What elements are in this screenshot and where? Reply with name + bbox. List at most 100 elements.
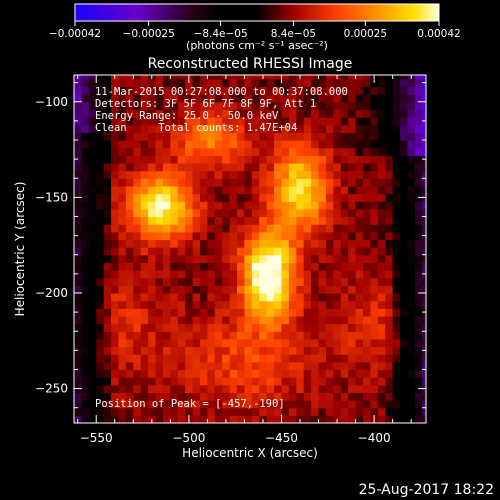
heatmap-cell [303, 239, 312, 248]
heatmap-cell [229, 384, 238, 394]
heatmap-cell [207, 231, 216, 241]
heatmap-cell [192, 101, 201, 111]
heatmap-cell [237, 315, 246, 325]
heatmap-cell [222, 231, 231, 241]
heatmap-cell [274, 170, 283, 179]
heatmap-cell [185, 216, 194, 225]
heatmap-cell [237, 239, 246, 248]
heatmap-cell [266, 101, 275, 111]
heatmap-cell [377, 400, 386, 409]
heatmap-cell [96, 208, 105, 218]
heatmap-cell [118, 369, 127, 378]
heatmap-cell [88, 101, 97, 111]
heatmap-cell [355, 270, 364, 279]
heatmap-cell [259, 270, 268, 279]
heatmap-cell [237, 86, 246, 95]
heatmap-cell [222, 361, 231, 371]
heatmap-cell [237, 285, 246, 294]
heatmap-cell [407, 361, 416, 371]
heatmap-cell [385, 178, 394, 187]
heatmap-cell [392, 101, 401, 111]
heatmap-cell [199, 178, 208, 187]
heatmap-cell [125, 331, 134, 340]
heatmap-cell [400, 224, 409, 233]
heatmap-cell [400, 124, 409, 133]
heatmap-cell [74, 162, 83, 172]
heatmap-cell [170, 170, 179, 179]
heatmap-cell [392, 308, 401, 317]
heatmap-cell [407, 231, 416, 241]
heatmap-cell [148, 86, 157, 95]
heatmap-cell [118, 216, 127, 225]
heatmap-cell [370, 140, 379, 149]
heatmap-cell [244, 270, 253, 279]
heatmap-cell [96, 392, 105, 401]
heatmap-cell [385, 101, 394, 111]
heatmap-cell [214, 178, 223, 187]
heatmap-cell [103, 170, 112, 179]
heatmap-cell [296, 147, 305, 156]
heatmap-cell [244, 94, 253, 103]
heatmap-cell [214, 101, 223, 111]
heatmap-cell [266, 323, 275, 332]
heatmap-cell [118, 94, 127, 103]
heatmap-cell [303, 75, 312, 80]
heatmap-cell [185, 193, 194, 202]
heatmap-cell [81, 384, 90, 394]
heatmap-cell [88, 239, 97, 248]
heatmap-cell [385, 193, 394, 202]
heatmap-cell [237, 155, 246, 164]
heatmap-cell [377, 185, 386, 195]
heatmap-cell [140, 277, 149, 286]
heatmap-cell [407, 377, 416, 386]
heatmap-cell [155, 193, 164, 202]
heatmap-cell [237, 140, 246, 149]
heatmap-cell [363, 292, 372, 302]
heatmap-cell [400, 346, 409, 355]
heatmap-cell [185, 162, 194, 172]
heatmap-cell [340, 224, 349, 233]
heatmap-cell [229, 254, 238, 263]
heatmap-cell [118, 384, 127, 394]
heatmap-cell [281, 369, 290, 378]
heatmap-cell [325, 178, 334, 187]
heatmap-cell [363, 369, 372, 378]
heatmap-cell [192, 140, 201, 149]
heatmap-cell [207, 117, 216, 126]
heatmap-cell [81, 262, 90, 271]
heatmap-cell [170, 338, 179, 348]
heatmap-cell [318, 262, 327, 271]
heatmap-cell [333, 109, 342, 118]
heatmap-cell [340, 201, 349, 210]
heatmap-cell [311, 338, 320, 348]
colorbar-tick-label: 0.00025 [344, 28, 387, 40]
heatmap-cell [96, 162, 105, 172]
heatmap-cell [118, 270, 127, 279]
heatmap-cell [207, 323, 216, 332]
heatmap-cell [207, 392, 216, 401]
heatmap-cell [214, 75, 223, 80]
heatmap-cell [414, 407, 423, 416]
heatmap-cell [103, 270, 112, 279]
heatmap-cell [259, 392, 268, 401]
heatmap-cell [170, 292, 179, 302]
heatmap-cell [296, 292, 305, 302]
heatmap-cell [318, 132, 327, 141]
heatmap-cell [237, 308, 246, 317]
heatmap-cell [140, 109, 149, 118]
heatmap-cell [400, 354, 409, 363]
heatmap-cell [355, 407, 364, 416]
heatmap-cell [325, 208, 334, 218]
heatmap-cell [192, 415, 201, 423]
heatmap-cell [192, 369, 201, 378]
heatmap-cell [111, 224, 120, 233]
heatmap-cell [111, 247, 120, 256]
heatmap-cell [251, 369, 260, 378]
heatmap-cell [155, 277, 164, 286]
heatmap-cell [303, 94, 312, 103]
heatmap-cell [185, 338, 194, 348]
heatmap-cell [333, 361, 342, 371]
heatmap-cell [318, 208, 327, 218]
heatmap-cell [385, 124, 394, 133]
heatmap-cell [96, 384, 105, 394]
